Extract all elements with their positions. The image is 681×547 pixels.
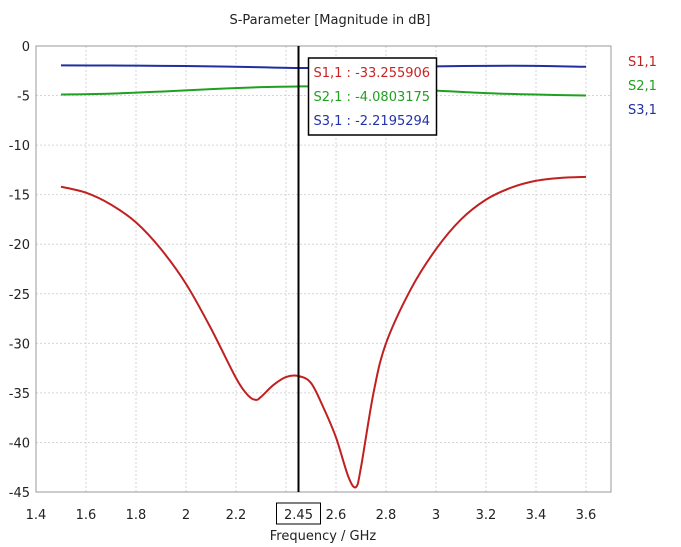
y-tick-label: 0 <box>22 40 30 55</box>
series-line-s11[interactable] <box>60 175 587 489</box>
x-tick-label: 3.2 <box>476 508 497 523</box>
marker-x-box <box>276 502 321 525</box>
y-axis-ticks: 0 -5 -10 -15 -20 -25 -30 -35 -40 -45 <box>9 40 30 501</box>
x-axis-ticks: 1.41.61.822.22.42.62.833.23.43.6 <box>26 508 597 523</box>
x-tick-label: 3.4 <box>526 508 547 523</box>
legend-entry: S3,1 <box>628 103 657 118</box>
y-tick-label: -5 <box>17 90 30 105</box>
marker-readout-box <box>307 57 438 136</box>
marker-readouts: S1,1 : -33.255906 S2,1 : -4.0803175 S3,1 :… <box>314 66 431 129</box>
x-tick-label: 1.6 <box>76 508 97 523</box>
chart-title: S-Parameter [Magnitude in dB] <box>229 13 430 28</box>
marker-x-label: 2.45 <box>284 508 313 523</box>
x-tick-label: 2 <box>182 508 190 523</box>
legend-entry: S2,1 <box>628 79 657 94</box>
y-tick-label: -20 <box>9 238 30 253</box>
x-axis-label: Frequency / GHz <box>270 529 377 544</box>
y-tick-label: -45 <box>9 486 30 501</box>
y-tick-label: -30 <box>9 337 30 352</box>
legend: S1,1 S2,1 S3,1 <box>628 55 657 118</box>
x-tick-label: 3.6 <box>576 508 597 523</box>
x-tick-label: 1.8 <box>126 508 147 523</box>
x-tick-label: 2.2 <box>226 508 247 523</box>
y-tick-label: -10 <box>9 139 30 154</box>
y-tick-label: -25 <box>9 288 30 303</box>
y-tick-label: -40 <box>9 436 30 451</box>
y-tick-label: -35 <box>9 387 30 402</box>
x-tick-label: 2.6 <box>326 508 347 523</box>
marker-readout: S2,1 : -4.0803175 <box>314 90 431 105</box>
x-tick-label: 3 <box>432 508 440 523</box>
marker-readout: S1,1 : -33.255906 <box>314 66 431 81</box>
legend-entry: S1,1 <box>628 55 657 70</box>
x-tick-label: 2.8 <box>376 508 397 523</box>
y-tick-label: -15 <box>9 189 30 204</box>
plot-frame <box>35 45 612 493</box>
marker-readout: S3,1 : -2.2195294 <box>314 114 431 129</box>
x-tick-label: 1.4 <box>26 508 47 523</box>
